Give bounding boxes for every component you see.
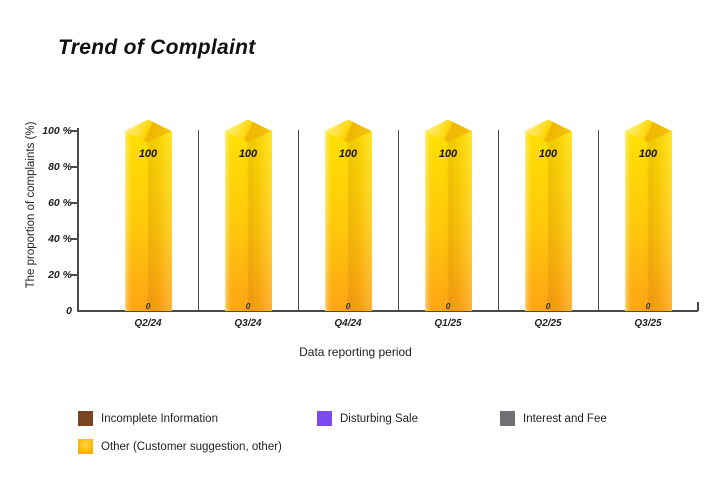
bar-value-label: 100 [638,148,658,160]
bar-column [124,131,172,311]
category-separator [298,130,300,311]
bar-zero-label: 0 [345,301,351,311]
bar-top-face [624,119,672,143]
x-axis-end-tick [697,302,699,311]
bar-zero-label: 0 [145,301,151,311]
legend-item: Incomplete Information [78,411,218,426]
legend-item: Interest and Fee [500,411,607,426]
legend-item: Disturbing Sale [317,411,418,426]
bar-top-face [124,119,172,143]
category-separator [398,130,400,311]
bar-column [624,131,672,311]
y-tick-mark [70,274,78,276]
category-separator [198,130,200,311]
bar-value-label: 100 [438,148,458,160]
category-separator [498,130,500,311]
chart-title: Trend of Complaint [58,36,256,59]
y-tick-mark [70,202,78,204]
legend-label: Other (Customer suggestion, other) [101,440,282,453]
y-tick-label: 60 % [48,196,72,209]
category-separator [598,130,600,311]
x-category-label: Q2/25 [534,318,562,329]
bar-value-label: 100 [338,148,358,160]
legend-swatch [78,411,93,426]
y-tick-mark [70,130,78,132]
y-tick-label: 100 % [42,124,72,137]
y-axis-line [77,128,79,311]
bar-zero-label: 0 [445,301,451,311]
bar-top-face [524,119,572,143]
x-axis-line [77,310,699,312]
x-category-label: Q2/24 [134,318,162,329]
legend-swatch [78,439,93,454]
y-tick-label: 40 % [48,232,72,245]
bar-zero-label: 0 [545,301,551,311]
bar-zero-label: 0 [645,301,651,311]
bar-value-label: 100 [138,148,158,160]
bar-value-label: 100 [538,148,558,160]
legend-label: Incomplete Information [101,412,218,425]
legend-item: Other (Customer suggestion, other) [78,439,282,454]
x-category-label: Q3/24 [234,318,262,329]
x-axis-title: Data reporting period [299,345,412,359]
bar-top-face [324,119,372,143]
bar-top-face [224,119,272,143]
legend-label: Interest and Fee [523,412,607,425]
legend-label: Disturbing Sale [340,412,418,425]
legend-swatch [317,411,332,426]
x-category-label: Q3/25 [634,318,662,329]
y-tick-label: 20 % [48,268,72,281]
x-category-label: Q4/24 [334,318,362,329]
bar-column [524,131,572,311]
legend-swatch [500,411,515,426]
y-tick-mark [70,238,78,240]
bar-zero-label: 0 [245,301,251,311]
y-tick-mark [70,166,78,168]
bar-column [324,131,372,311]
bar-value-label: 100 [238,148,258,160]
bar-top-face [424,119,472,143]
bar-column [224,131,272,311]
y-tick-label: 0 [66,304,72,317]
x-category-label: Q1/25 [434,318,462,329]
bar-column [424,131,472,311]
y-tick-label: 80 % [48,160,72,173]
